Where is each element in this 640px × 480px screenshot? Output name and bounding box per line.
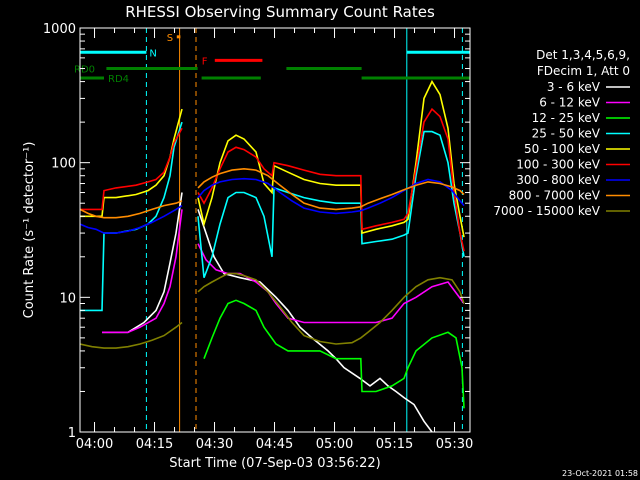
series-line-6 — [80, 177, 465, 234]
y-tick-label-2: 100 — [51, 157, 76, 172]
x-tick-label-0: 04:00 — [76, 437, 113, 452]
x-tick-label-1: 04:15 — [136, 437, 173, 452]
x-tick-label-5: 05:15 — [376, 437, 413, 452]
y-axis-label: Count Rate (s⁻¹ detector⁻¹) — [22, 142, 37, 319]
legend-header-line2: FDecim 1, Att 0 — [537, 64, 630, 78]
footer-date: 23-Oct-2021 01:58 — [562, 469, 638, 478]
y-tick-label-0: 1 — [68, 426, 76, 441]
x-tick-label-6: 05:30 — [436, 437, 473, 452]
legend-label-5: 100 - 300 keV — [516, 158, 600, 172]
legend-header-line1: Det 1,3,4,5,6,9, — [536, 48, 630, 62]
legend-label-7: 800 - 7000 keV — [509, 189, 601, 203]
x-axis-label: Start Time (07-Sep-03 03:56:22) — [169, 456, 380, 471]
y-tick-label-3: 1000 — [43, 22, 76, 37]
flag-label-s: S — [167, 33, 173, 44]
chart-title: RHESSI Observing Summary Count Rates — [125, 3, 435, 21]
series-line-5 — [80, 107, 465, 252]
flag-label-rd4: RD4 — [108, 74, 129, 85]
series-line-2 — [203, 299, 465, 409]
series-line-8 — [80, 272, 465, 349]
legend-label-8: 7000 - 15000 keV — [493, 204, 600, 218]
legend-label-3: 25 - 50 keV — [532, 127, 601, 141]
legend-label-0: 3 - 6 keV — [547, 80, 601, 94]
legend-label-6: 300 - 800 keV — [516, 173, 600, 187]
flag-label-f: F — [202, 56, 208, 67]
x-tick-label-4: 05:00 — [316, 437, 353, 452]
legend-label-4: 50 - 100 keV — [524, 142, 601, 156]
series-line-7 — [80, 167, 465, 219]
x-tick-label-2: 04:30 — [196, 437, 233, 452]
flag-label-rd0: RD0 — [74, 65, 95, 76]
flag-label-n: N — [149, 48, 156, 59]
x-tick-label-3: 04:45 — [256, 437, 293, 452]
legend-label-1: 6 - 12 keV — [539, 96, 601, 110]
y-tick-label-1: 10 — [59, 291, 76, 306]
legend-label-2: 12 - 25 keV — [532, 111, 601, 125]
